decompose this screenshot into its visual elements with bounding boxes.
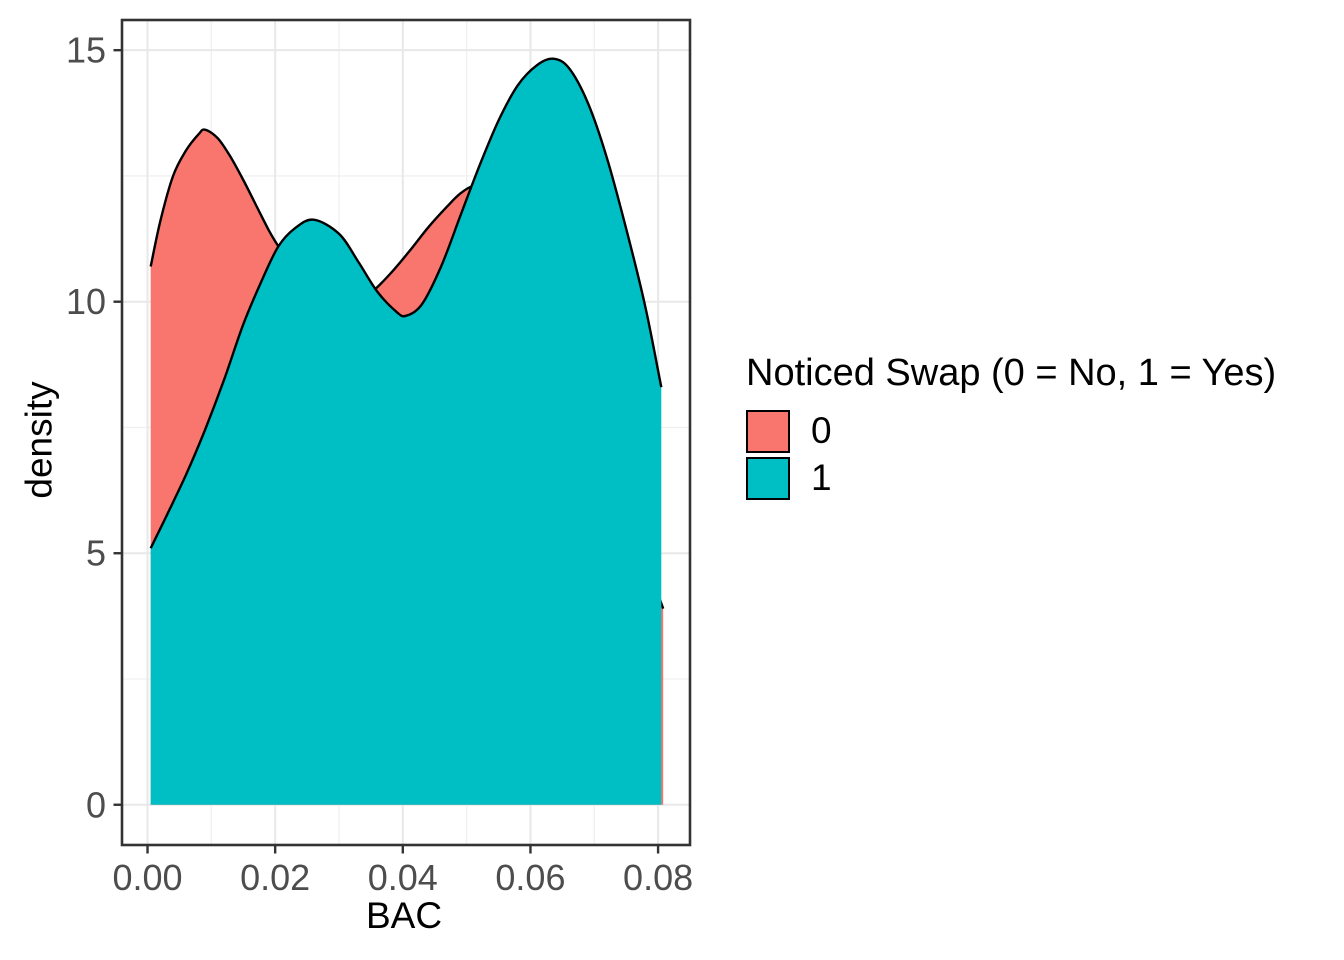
legend-entry-label: 0 <box>811 410 832 452</box>
y-tick-label: 10 <box>66 281 106 322</box>
x-axis-title: BAC <box>365 895 443 936</box>
x-tick-label: 0.08 <box>623 857 693 898</box>
legend-entry-1: 1 <box>746 456 1276 500</box>
y-axis-title: density <box>18 381 60 499</box>
legend-swatch-1 <box>746 456 790 500</box>
x-tick-label: 0.00 <box>112 857 182 898</box>
y-tick-label: 5 <box>86 533 106 574</box>
y-tick-label: 15 <box>66 30 106 71</box>
legend-entry-0: 0 <box>746 409 1276 453</box>
legend-title: Noticed Swap (0 = No, 1 = Yes) <box>746 352 1277 394</box>
density-area-1 <box>150 58 662 805</box>
x-tick-label: 0.06 <box>495 857 565 898</box>
panel-border <box>120 18 692 847</box>
legend-entry-label: 1 <box>811 457 832 499</box>
x-tick-label: 0.02 <box>240 857 310 898</box>
density-outline-1 <box>149 57 663 549</box>
x-tick-label: 0.04 <box>368 857 438 898</box>
y-tick-label: 0 <box>86 784 106 825</box>
legend-swatch-0 <box>746 409 790 453</box>
